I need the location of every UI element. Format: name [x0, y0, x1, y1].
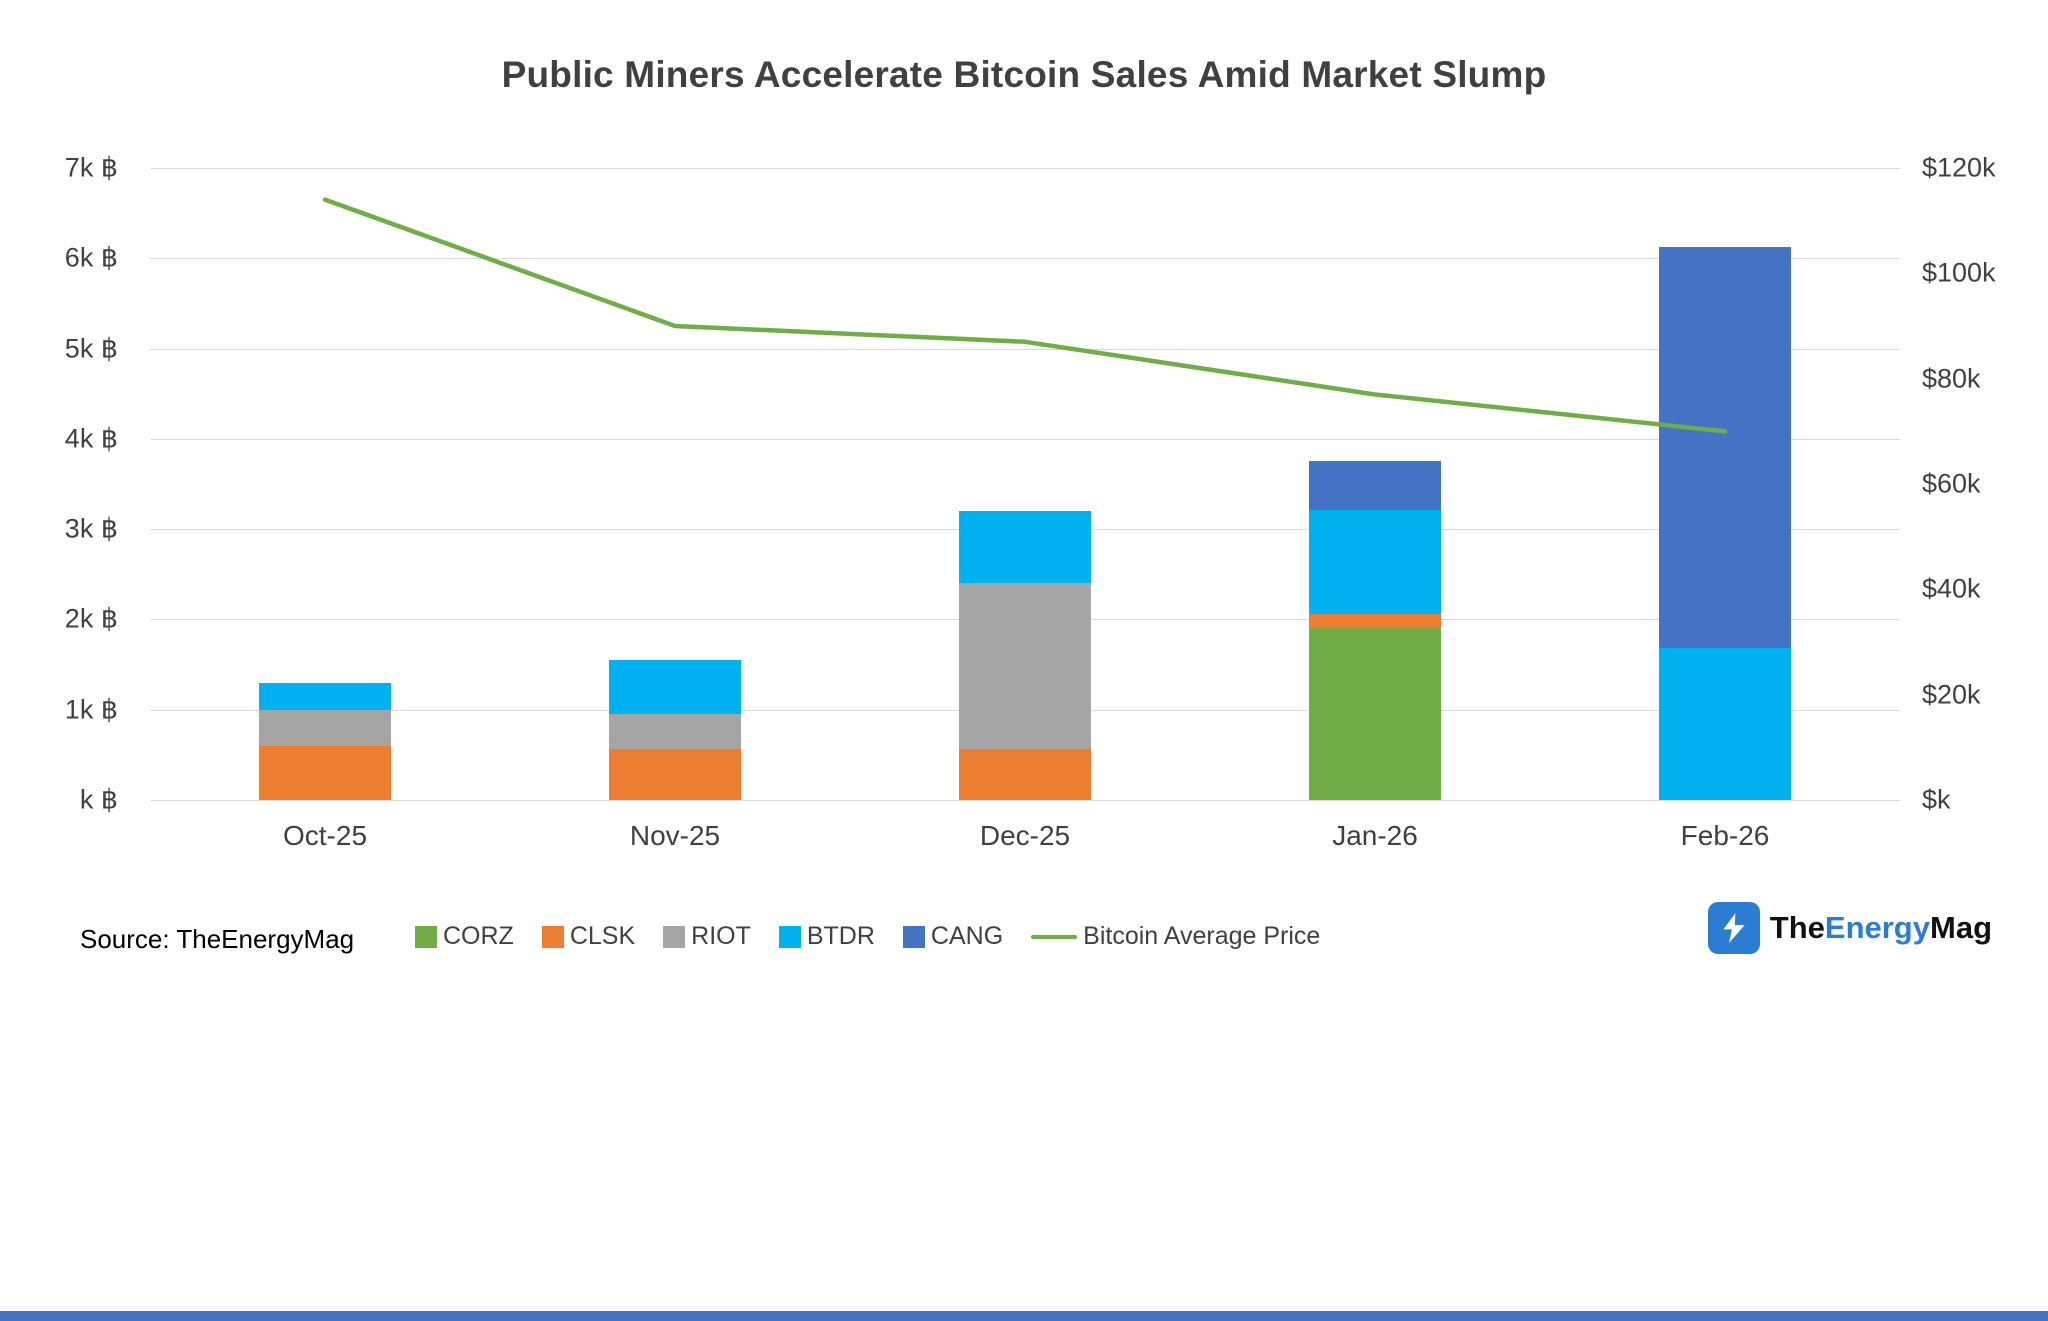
y-axis-tick-left: 1k ฿: [64, 694, 118, 725]
legend-label: RIOT: [691, 922, 751, 950]
bar-segment-clsk: [1309, 614, 1441, 629]
y-axis-tick-right: $40k: [1922, 573, 1981, 604]
legend-swatch: [902, 925, 925, 948]
y-axis-tick-right: $60k: [1922, 468, 1981, 499]
legend-item-riot: RIOT: [663, 922, 751, 951]
chart-title: Public Miners Accelerate Bitcoin Sales A…: [501, 54, 1547, 95]
y-axis-tick-left: 6k ฿: [64, 242, 118, 273]
bar-segment-clsk: [959, 748, 1091, 800]
y-axis-tick-right: $80k: [1922, 363, 1981, 394]
bar-segment-cang: [1309, 460, 1441, 511]
gridline: [150, 438, 1900, 440]
plot-area: [150, 168, 1900, 801]
legend-label: CORZ: [443, 922, 514, 950]
legend-swatch: [778, 925, 801, 948]
lightning-bolt-icon: [1707, 902, 1760, 954]
legend-item-btdr: BTDR: [778, 922, 875, 951]
legend-label: BTDR: [806, 922, 875, 950]
bar-segment-clsk: [259, 745, 391, 800]
bar-segment-riot: [959, 583, 1091, 749]
logo-text-mag: Mag: [1930, 910, 1992, 945]
bitcoin-average-price-line: [322, 197, 1728, 434]
bar-segment-corz: [1309, 628, 1441, 800]
y-axis-tick-left: 2k ฿: [64, 603, 118, 634]
bar-segment-cang: [1659, 246, 1791, 649]
source-caption: Source: TheEnergyMag: [80, 924, 355, 954]
logo-text-energy: Energy: [1824, 910, 1930, 945]
legend-item-cang: CANG: [902, 922, 1004, 951]
x-axis-label: Oct-25: [282, 820, 368, 851]
bar-segment-btdr: [959, 511, 1091, 584]
y-axis-tick-left: k ฿: [79, 784, 118, 815]
price-line-layer: [322, 197, 1728, 434]
bar-segment-btdr: [259, 682, 391, 710]
bar-segment-clsk: [609, 748, 741, 800]
logo-text: TheEnergyMag: [1770, 910, 1992, 946]
gridline: [150, 348, 1900, 350]
gridline: [150, 800, 1900, 801]
bar-segment-btdr: [1659, 648, 1791, 800]
y-axis-tick-left: 7k ฿: [64, 152, 118, 183]
y-axis-tick-left: 3k ฿: [64, 513, 118, 544]
legend: CORZ CLSK RIOT BTDR CANG Bitcoin Average Pric…: [415, 922, 1320, 951]
y-axis-tick-left: 4k ฿: [64, 423, 118, 454]
y-axis-tick-right: $120k: [1922, 152, 1996, 183]
x-axis-label: Nov-25: [629, 820, 721, 851]
legend-item-corz: CORZ: [415, 922, 514, 951]
y-axis-tick-right: $100k: [1922, 257, 1996, 288]
legend-item-bitcoin-average-price: Bitcoin Average Price: [1031, 922, 1320, 951]
legend-item-clsk: CLSK: [541, 922, 636, 951]
logo-text-the: The: [1769, 910, 1825, 945]
bar-segment-riot: [259, 709, 391, 746]
bar-segment-btdr: [1309, 510, 1441, 614]
brand-logo: TheEnergyMag: [1707, 902, 1992, 954]
x-axis-label: Dec-25: [979, 820, 1071, 851]
bar-segment-riot: [609, 714, 741, 749]
legend-label: Bitcoin Average Price: [1083, 922, 1321, 950]
x-axis-label: Feb-26: [1680, 820, 1770, 851]
legend-label: CANG: [930, 922, 1004, 950]
legend-label: CLSK: [569, 922, 636, 950]
y-axis-tick-right: $20k: [1922, 679, 1981, 710]
bar-segment-btdr: [609, 660, 741, 715]
legend-line-swatch: [1031, 934, 1078, 939]
y-axis-tick-left: 5k ฿: [64, 333, 118, 364]
y-axis-tick-right: $k: [1922, 784, 1951, 815]
x-axis-label: Jan-26: [1332, 820, 1418, 851]
footer-accent-bar: [0, 1311, 2048, 1321]
legend-swatch: [541, 925, 564, 948]
legend-swatch: [663, 925, 686, 948]
gridline: [150, 168, 1900, 169]
gridline: [150, 258, 1900, 260]
legend-swatch: [415, 925, 437, 948]
